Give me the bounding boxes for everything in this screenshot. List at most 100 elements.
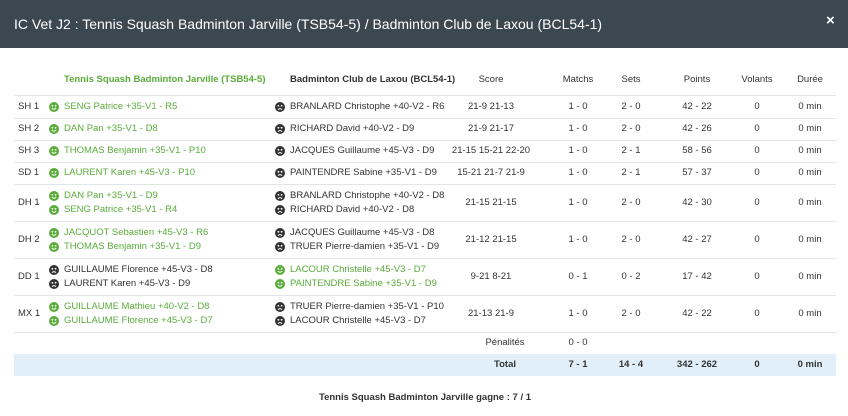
match-label: SH 3 [18, 145, 40, 156]
home-player: SENG Patrice +35-V1 - R5 [64, 101, 178, 112]
winner-icon [49, 146, 59, 156]
match-label: SH 2 [18, 123, 40, 134]
match-label: DH 1 [18, 196, 40, 208]
away-player: JACQUES Guillaume +45-V3 - D9 [290, 145, 435, 156]
sets-cell: 2 - 0 [621, 307, 641, 319]
total-label: Total [494, 359, 516, 370]
home-player: GUILLAUME Florence +45-V3 - D7 [64, 314, 213, 326]
winner-icon [49, 168, 59, 178]
matchs-cell: 1 - 0 [568, 196, 588, 208]
sets-cell: 2 - 0 [621, 101, 641, 112]
matchs-cell: 1 - 0 [568, 307, 588, 319]
column-header: Tennis Squash Badminton Jarville (TSB54-… [64, 74, 266, 85]
score-cell: 9-21 8-21 [470, 270, 512, 282]
match-label: SD 1 [18, 167, 40, 178]
matchs-cell: 1 - 0 [568, 167, 588, 178]
row-rule [14, 258, 836, 259]
duree-cell: 0 min [798, 270, 822, 282]
points-cell: 17 - 42 [682, 270, 712, 282]
volants-cell: 0 [754, 270, 760, 282]
loser-icon [275, 204, 285, 215]
total-points: 342 - 262 [676, 359, 718, 370]
penalties-label: Pénalités [485, 337, 525, 348]
sets-cell: 2 - 0 [621, 123, 641, 134]
column-header: Sets [621, 74, 641, 85]
volants-cell: 0 [754, 167, 760, 178]
sets-cell: 2 - 0 [621, 196, 641, 208]
column-header: Matchs [562, 74, 594, 85]
close-button[interactable]: × [826, 12, 835, 29]
volants-cell: 0 [754, 145, 760, 156]
volants-cell: 0 [754, 123, 760, 134]
away-player: LACOUR Christelle +45-V3 - D7 [290, 263, 426, 275]
score-cell: 21-13 21-9 [468, 307, 514, 319]
modal-title: IC Vet J2 : Tennis Squash Badminton Jarv… [14, 16, 603, 32]
matchs-cell: 1 - 0 [568, 101, 588, 112]
row-rule [14, 140, 836, 141]
winner-icon [49, 301, 59, 312]
points-cell: 42 - 22 [682, 307, 712, 319]
matchs-cell: 1 - 0 [568, 123, 588, 134]
total-matchs: 7 - 1 [568, 359, 588, 370]
winner-icon [49, 102, 59, 112]
away-player: BRANLARD Christophe +40-V2 - D8 [290, 189, 445, 201]
points-cell: 57 - 37 [682, 167, 712, 178]
total-volants: 0 [754, 359, 760, 370]
column-header: Score [478, 74, 504, 85]
home-player: DAN Pan +35-V1 - D8 [64, 123, 158, 134]
home-player: THOMAS Benjamin +35-V1 - P10 [64, 145, 206, 156]
matchs-cell: 0 - 1 [568, 270, 588, 282]
home-player: DAN Pan +35-V1 - D9 [64, 189, 158, 201]
away-player: RICHARD David +40-V2 - D9 [290, 123, 415, 134]
header-rule [14, 95, 836, 96]
modal-header: IC Vet J2 : Tennis Squash Badminton Jarv… [0, 0, 848, 48]
matchs-cell: 1 - 0 [568, 145, 588, 156]
winner-icon [49, 241, 59, 252]
column-header: Badminton Club de Laxou (BCL54-1) [290, 74, 456, 85]
winner-icon [49, 315, 59, 326]
loser-icon [275, 102, 285, 112]
loser-icon [49, 264, 59, 275]
match-label: DH 2 [18, 233, 40, 245]
duree-cell: 0 min [798, 233, 822, 245]
column-header: Volants [741, 74, 773, 85]
loser-icon [275, 301, 285, 312]
away-player: PAINTENDRE Sabine +35-V1 - D9 [290, 277, 437, 289]
loser-icon [275, 315, 285, 326]
loser-icon [49, 278, 59, 289]
away-player: JACQUES Guillaume +45-V3 - D8 [290, 226, 435, 238]
total-sets: 14 - 4 [618, 359, 644, 370]
winner-icon [49, 227, 59, 238]
duree-cell: 0 min [798, 123, 822, 134]
duree-cell: 0 min [798, 307, 822, 319]
row-rule [14, 184, 836, 185]
points-cell: 42 - 30 [682, 196, 712, 208]
duree-cell: 0 min [798, 101, 822, 112]
row-rule [14, 332, 836, 333]
matchs-cell: 1 - 0 [568, 233, 588, 245]
home-player: JACQUOT Sebastien +45-V3 - R6 [64, 226, 209, 238]
score-cell: 21-15 21-15 [465, 196, 517, 208]
score-cell: 21-15 15-21 22-20 [451, 145, 531, 156]
score-cell: 21-9 21-17 [468, 123, 514, 134]
column-header: Durée [797, 74, 823, 85]
sets-cell: 2 - 1 [621, 145, 641, 156]
away-player: PAINTENDRE Sabine +35-V1 - D9 [290, 167, 437, 178]
loser-icon [275, 241, 285, 252]
points-cell: 42 - 26 [682, 123, 712, 134]
points-cell: 42 - 22 [682, 101, 712, 112]
penalties-value: 0 - 0 [568, 337, 588, 348]
loser-icon [275, 168, 285, 178]
away-player: TRUER Pierre-damien +35-V1 - P10 [290, 300, 444, 312]
sets-cell: 0 - 2 [621, 270, 641, 282]
home-player: LAURENT Karen +45-V3 - D9 [64, 277, 191, 289]
loser-icon [275, 190, 285, 201]
home-player: SENG Patrice +35-V1 - R4 [64, 203, 178, 215]
away-player: RICHARD David +40-V2 - D8 [290, 203, 415, 215]
result-summary: Tennis Squash Badminton Jarville gagne :… [318, 392, 532, 403]
volants-cell: 0 [754, 196, 760, 208]
sets-cell: 2 - 1 [621, 167, 641, 178]
total-row [14, 354, 836, 376]
match-label: DD 1 [18, 270, 40, 282]
